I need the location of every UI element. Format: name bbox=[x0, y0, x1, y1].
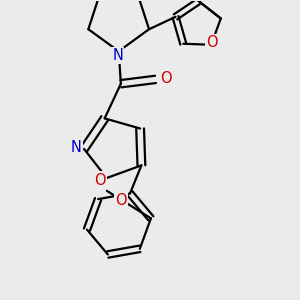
Text: N: N bbox=[112, 48, 123, 63]
Text: O: O bbox=[116, 193, 127, 208]
Text: N: N bbox=[71, 140, 82, 155]
Text: O: O bbox=[206, 35, 218, 50]
Text: O: O bbox=[94, 173, 106, 188]
Text: O: O bbox=[160, 71, 172, 86]
